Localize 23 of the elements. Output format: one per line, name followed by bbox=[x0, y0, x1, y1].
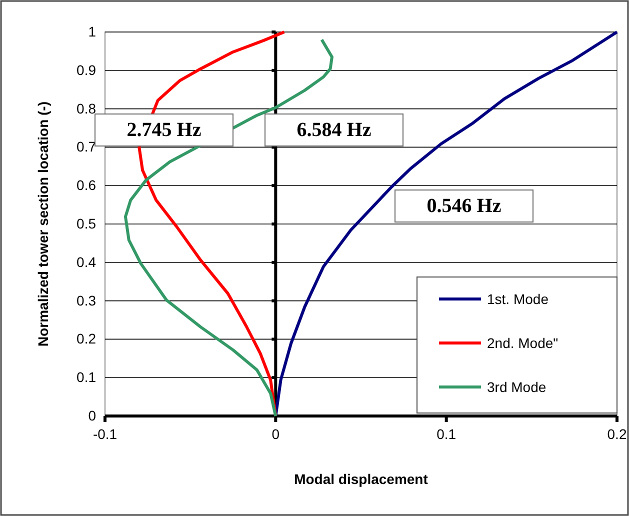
y-tick-label: 0.1 bbox=[76, 369, 96, 386]
x-tick-label: 0.1 bbox=[436, 426, 456, 442]
y-tick-label: 0.2 bbox=[76, 330, 96, 347]
y-tick-label: 0.3 bbox=[76, 292, 96, 308]
legend-label: 1st. Mode bbox=[487, 291, 549, 307]
y-tick-label: 0.7 bbox=[76, 138, 96, 155]
y-tick-label: 0.4 bbox=[76, 254, 96, 270]
y-axis-title: Normalized tower section location (-) bbox=[35, 101, 51, 347]
annotation: 2.745 Hz bbox=[126, 119, 202, 141]
y-tick-label: 1 bbox=[88, 23, 96, 40]
x-tick-label: 0 bbox=[272, 426, 280, 442]
annotation: 6.584 Hz bbox=[296, 119, 372, 141]
legend-label: 2nd. Mode" bbox=[487, 335, 558, 351]
x-tick-label: 0.2 bbox=[607, 426, 627, 442]
y-tick-label: 0.8 bbox=[76, 100, 96, 116]
x-tick-label: -0.1 bbox=[92, 426, 118, 442]
legend-label: 3rd Mode bbox=[487, 379, 546, 395]
y-tick-label: 0.5 bbox=[76, 215, 96, 232]
y-tick-label: 0.9 bbox=[76, 62, 96, 78]
annotation: 0.546 Hz bbox=[426, 195, 502, 217]
y-tick-label: 0 bbox=[88, 407, 96, 424]
x-axis-title: Modal displacement bbox=[294, 471, 428, 487]
y-tick-label: 0.6 bbox=[76, 177, 96, 194]
